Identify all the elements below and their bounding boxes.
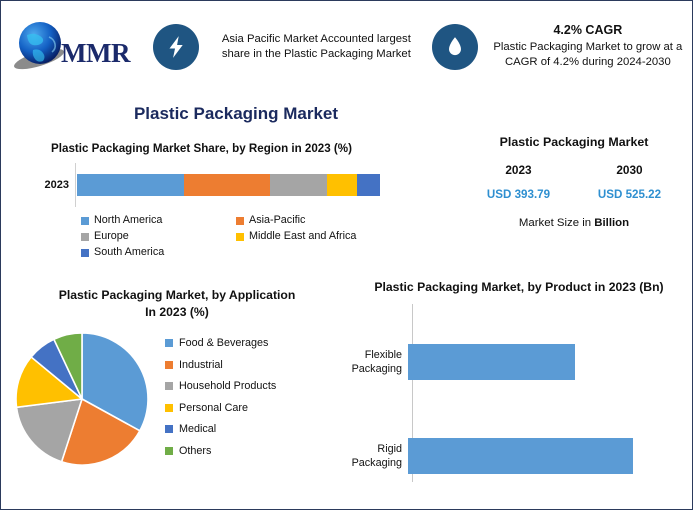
product-bar-rigid (408, 438, 633, 474)
market-size-footer: Market Size in Billion (463, 217, 685, 229)
region-segment-north-america (77, 174, 184, 196)
legend-swatch-icon (165, 382, 173, 390)
flame-icon (431, 24, 478, 70)
pie-legend-item: Others (165, 445, 347, 457)
pie-body: Food & Beverages Industrial Household Pr… (7, 327, 347, 469)
product-label-flexible: Flexible Packaging (351, 349, 402, 375)
market-size-year-right: 2030 (616, 163, 643, 177)
region-segment-south-america (357, 174, 380, 196)
region-legend-label: Middle East and Africa (249, 230, 357, 242)
region-legend-item: North America (81, 213, 236, 228)
pie-legend-item: Food & Beverages (165, 337, 347, 349)
pie-legend-label: Medical (179, 423, 217, 435)
region-legend-label: Europe (94, 230, 129, 242)
region-legend-label: Asia-Pacific (249, 214, 306, 226)
pie-legend: Food & Beverages Industrial Household Pr… (157, 327, 347, 469)
application-share-chart: Plastic Packaging Market, by Application… (7, 287, 347, 505)
legend-swatch-icon (236, 216, 244, 225)
market-size-title: Plastic Packaging Market (499, 135, 649, 149)
brand-name: MMR (61, 37, 130, 68)
product-label-rigid: Rigid Packaging (351, 443, 402, 469)
market-size-year-left: 2023 (505, 163, 532, 177)
region-chart-title: Plastic Packaging Market Share, by Regio… (51, 142, 352, 155)
market-size-values: USD 393.79 USD 525.22 (463, 188, 685, 201)
region-segment-middle-east-africa (327, 174, 357, 196)
region-plot-area: 2023 (9, 163, 394, 207)
product-chart-title: Plastic Packaging Market, by Product in … (374, 280, 664, 294)
pie-legend-item: Household Products (165, 380, 347, 392)
pie-slice (52, 332, 83, 400)
legend-swatch-icon (81, 216, 89, 225)
legend-swatch-icon (165, 446, 173, 455)
market-size-unit: Billion (594, 217, 630, 229)
product-bar-flexible (408, 344, 575, 380)
product-row-flexible: Flexible Packaging (349, 342, 689, 382)
product-row-rigid: Rigid Packaging (349, 436, 689, 476)
pie-slice (81, 332, 149, 432)
legend-swatch-icon (81, 248, 89, 257)
region-stacked-bar (77, 174, 380, 196)
product-plot-area: Flexible Packaging Rigid Packaging (349, 304, 689, 482)
legend-swatch-icon (236, 232, 244, 241)
pie-plot-area (7, 327, 157, 469)
header-highlight-asia-pacific: Asia Pacific Market Accounted largest sh… (149, 24, 428, 70)
market-size-years: 2023 2030 (463, 163, 685, 177)
legend-swatch-icon (81, 232, 89, 241)
brand-logo: MMR (1, 12, 149, 82)
legend-swatch-icon (165, 339, 173, 347)
pie-legend-label: Others (179, 444, 212, 457)
cagr-description: Plastic Packaging Market to grow at a CA… (493, 40, 683, 69)
header-highlight-cagr: 4.2% CAGR Plastic Packaging Market to gr… (428, 23, 692, 71)
region-segment-asia-pacific (184, 174, 270, 196)
region-legend-item: South America (81, 245, 236, 260)
market-size-value-2030: USD 525.22 (597, 188, 662, 201)
pie-legend-label: Personal Care (179, 401, 249, 414)
lightning-bolt-icon (153, 24, 199, 70)
legend-swatch-icon (165, 360, 173, 369)
market-size-panel: Plastic Packaging Market 2023 2030 USD 3… (463, 135, 685, 229)
region-share-chart: Plastic Packaging Market Share, by Regio… (9, 141, 394, 281)
header-bar: MMR Asia Pacific Market Accounted larges… (1, 1, 692, 93)
pie-legend-label: Household Products (179, 380, 277, 392)
product-bar-chart: Plastic Packaging Market, by Product in … (349, 279, 689, 504)
region-axis-line (75, 163, 76, 207)
header-highlight-cagr-text: 4.2% CAGR Plastic Packaging Market to gr… (488, 23, 688, 71)
globe-icon (13, 19, 69, 75)
pie-legend-label: Food & Beverages (179, 337, 269, 349)
pie-legend-item: Personal Care (165, 402, 347, 414)
cagr-headline: 4.2% CAGR (553, 23, 623, 38)
pie-chart-title: Plastic Packaging Market, by Application… (58, 288, 296, 319)
legend-swatch-icon (165, 425, 173, 433)
market-size-value-2023: USD 393.79 (486, 188, 551, 201)
region-legend-item: Asia-Pacific (236, 213, 391, 228)
header-highlight-text: Asia Pacific Market Accounted largest sh… (221, 32, 411, 61)
page-title: Plastic Packaging Market (133, 104, 339, 123)
region-legend-item: Middle East and Africa (236, 229, 391, 244)
pie-legend-label: Industrial (179, 358, 223, 371)
product-axis-line (412, 304, 413, 482)
region-legend-label: North America (94, 214, 163, 226)
pie-legend-item: Medical (165, 423, 347, 435)
legend-swatch-icon (165, 403, 173, 412)
pie-slice (60, 397, 141, 466)
region-legend-item: Europe (81, 229, 236, 244)
region-legend-label: South America (94, 246, 165, 258)
pie-legend-item: Industrial (165, 359, 347, 371)
market-size-footer-prefix: Market Size in (518, 217, 595, 229)
region-segment-europe (270, 174, 327, 196)
region-legend: North America Asia-Pacific Europe Middle… (81, 213, 391, 261)
region-category-label: 2023 (44, 179, 69, 191)
pie-slice (15, 398, 84, 463)
pie-graphic (15, 332, 149, 466)
